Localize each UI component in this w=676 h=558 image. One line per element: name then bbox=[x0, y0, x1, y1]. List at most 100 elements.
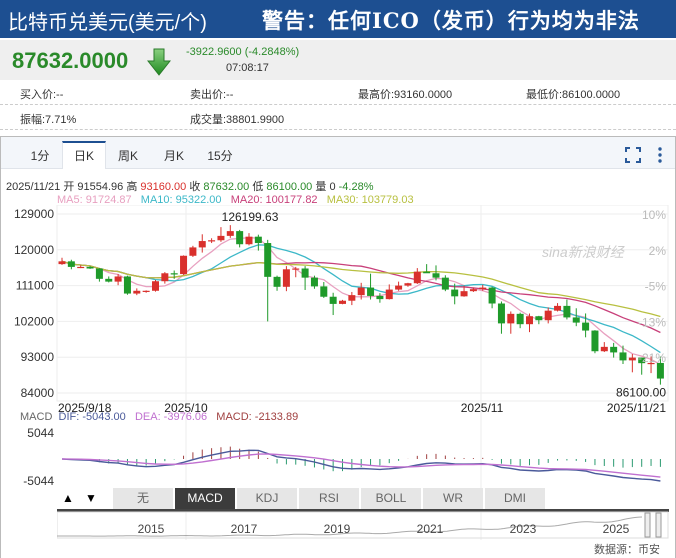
candle-body bbox=[582, 322, 590, 331]
close-label: 收 bbox=[189, 181, 201, 193]
tab-weekly-k[interactable]: 周K bbox=[117, 149, 138, 163]
navigator-year-label: 2017 bbox=[231, 522, 258, 536]
candle bbox=[114, 274, 122, 286]
x-tick-label: 2025/9/18 bbox=[58, 401, 112, 415]
navigator-year-label: 2021 bbox=[417, 522, 444, 536]
candle bbox=[526, 313, 533, 333]
scroll-up-button[interactable]: ▲ bbox=[57, 488, 80, 509]
indicator-tab-4[interactable]: BOLL bbox=[361, 488, 422, 509]
candle bbox=[133, 288, 141, 296]
candle bbox=[638, 357, 646, 375]
quote-time: 07:08:17 bbox=[226, 62, 269, 74]
more-vertical-icon[interactable] bbox=[656, 145, 664, 165]
y-tick-label: 84000 bbox=[21, 386, 55, 400]
indicator-tab-2[interactable]: KDJ bbox=[237, 488, 298, 509]
candle-body bbox=[600, 346, 608, 352]
candle bbox=[619, 345, 627, 364]
candle bbox=[217, 227, 225, 242]
indicator-tab-0[interactable]: 无 bbox=[113, 488, 174, 509]
candle bbox=[105, 276, 113, 283]
period-tabs bbox=[1, 137, 675, 169]
candle bbox=[535, 315, 543, 325]
candle bbox=[563, 299, 571, 320]
indicator-tab-3[interactable]: RSI bbox=[299, 488, 360, 509]
tab-monthly-k[interactable]: 月K bbox=[163, 149, 184, 163]
plot-frame bbox=[56, 205, 669, 402]
candle-body bbox=[77, 266, 85, 269]
candle bbox=[628, 354, 636, 373]
candle bbox=[245, 233, 253, 246]
candle-body bbox=[208, 240, 216, 242]
open-value: 91554.96 bbox=[77, 181, 124, 193]
high-value: 93160.00 bbox=[140, 181, 187, 193]
candle bbox=[554, 303, 562, 312]
scroll-down-button[interactable]: ▼ bbox=[80, 488, 103, 509]
candle-body bbox=[554, 305, 562, 311]
candle bbox=[189, 245, 197, 257]
candle-body bbox=[497, 303, 505, 324]
watermark: sina新浪财经 bbox=[542, 244, 626, 260]
candle-body bbox=[638, 357, 646, 364]
indicator-tab-6[interactable]: DMI bbox=[485, 488, 546, 509]
candle-body bbox=[591, 330, 599, 352]
ma5-value: MA5: 91724.87 bbox=[57, 194, 132, 206]
candle-body bbox=[385, 289, 393, 300]
candle bbox=[282, 266, 290, 292]
pct-tick-label: 10% bbox=[642, 208, 666, 222]
navigator-year-label: 2025 bbox=[603, 522, 630, 536]
ohlc-readout: 2025/11/21 开 91554.96 高 93160.00 收 87632… bbox=[6, 178, 373, 194]
candle-body bbox=[572, 317, 580, 323]
kline-chart[interactable]: sina新浪财经 129000 120000 111000 102000 93000 84… bbox=[0, 205, 676, 540]
max-label: 126199.63 bbox=[222, 210, 279, 224]
candle bbox=[226, 225, 234, 238]
candle-body bbox=[310, 277, 318, 287]
y-tick-label: 93000 bbox=[21, 350, 55, 364]
candle bbox=[198, 234, 206, 253]
high-label: 高 bbox=[126, 181, 138, 193]
navigator-handle-right[interactable] bbox=[655, 512, 662, 538]
candle-body bbox=[292, 268, 300, 270]
dea-value: DEA: -3976.06 bbox=[134, 411, 208, 423]
candle-body bbox=[460, 291, 468, 297]
candle bbox=[208, 238, 216, 244]
candle-body bbox=[628, 357, 636, 361]
candle-body bbox=[254, 236, 262, 244]
price-change: -3922.9600 (-4.2848%) bbox=[186, 46, 300, 58]
tab-15min[interactable]: 15分 bbox=[207, 149, 233, 163]
indicator-tab-1[interactable]: MACD bbox=[175, 488, 236, 509]
candle-body bbox=[413, 271, 421, 284]
amplitude: 振幅:7.71% bbox=[20, 114, 77, 126]
candle-body bbox=[423, 271, 431, 274]
x-tick-label: 2025/11/21 bbox=[607, 401, 666, 415]
pct-tick-label: -13% bbox=[638, 315, 666, 329]
candle-body bbox=[404, 283, 412, 286]
navigator-handle-left[interactable] bbox=[644, 512, 651, 538]
candle-body bbox=[86, 266, 94, 269]
title-bar: 比特币兑美元(美元/个) 警告：任何ICO（发币）行为均为非法 bbox=[0, 0, 676, 38]
ma20-value: MA20: 100177.82 bbox=[230, 194, 318, 206]
candle bbox=[488, 286, 496, 309]
candle bbox=[544, 307, 552, 324]
candle-body bbox=[264, 243, 272, 277]
candle-body bbox=[647, 362, 655, 365]
navigator[interactable]: 2015 2017 2019 2021 2023 2025 bbox=[57, 509, 669, 539]
candle bbox=[600, 342, 608, 353]
candle bbox=[161, 272, 169, 284]
tab-daily-k[interactable]: 日K bbox=[62, 141, 106, 169]
candle-body bbox=[170, 273, 178, 275]
fullscreen-icon[interactable] bbox=[624, 146, 642, 164]
candle-body bbox=[367, 287, 375, 296]
candle-body bbox=[58, 261, 66, 265]
warning-banner: 警告：任何ICO（发币）行为均为非法 bbox=[262, 8, 640, 33]
navigator-bar bbox=[57, 509, 669, 512]
candle-body bbox=[329, 296, 337, 304]
candle bbox=[310, 275, 318, 289]
candle-body bbox=[563, 305, 571, 318]
high-price: 最高价:93160.0000 bbox=[358, 89, 453, 101]
low-label: 低 bbox=[252, 181, 264, 193]
candle-body bbox=[619, 352, 627, 361]
indicator-tab-5[interactable]: WR bbox=[423, 488, 484, 509]
candle bbox=[395, 281, 403, 291]
tab-1min[interactable]: 1分 bbox=[30, 149, 50, 163]
dea-line bbox=[61, 453, 661, 478]
